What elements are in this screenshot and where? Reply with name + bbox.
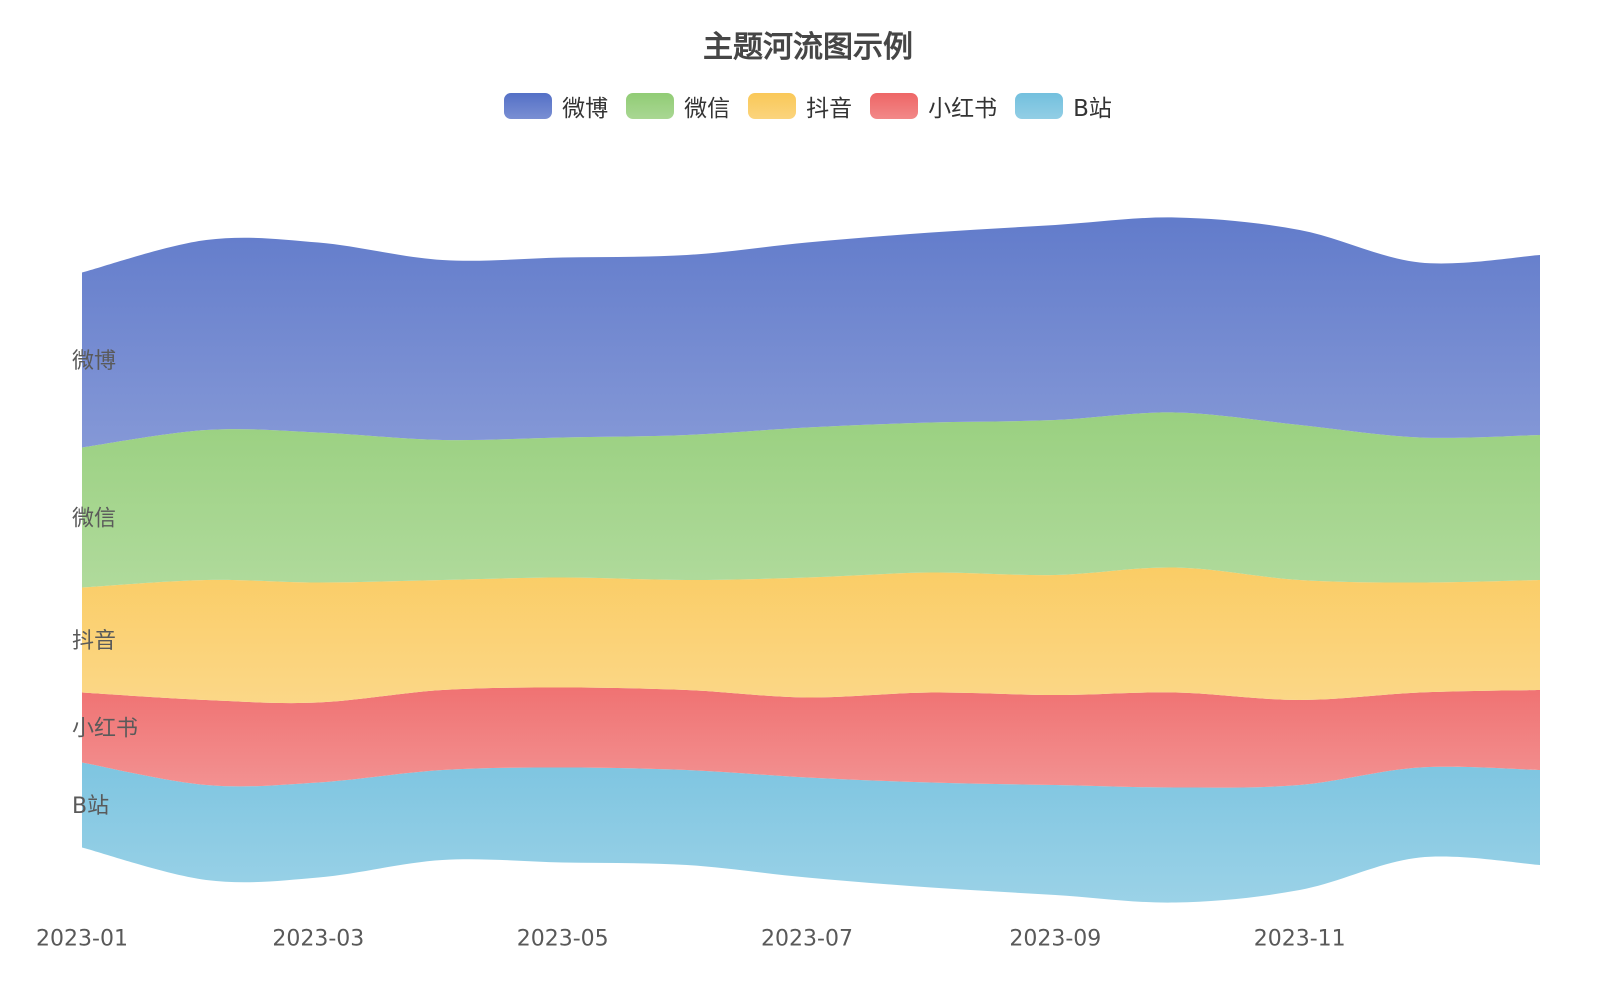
legend-swatch <box>504 93 553 119</box>
series-label: B站 <box>72 794 109 819</box>
legend-item[interactable]: 微信 <box>626 89 730 123</box>
legend-item[interactable]: 微博 <box>504 89 608 123</box>
stream-2[interactable] <box>82 687 1540 788</box>
legend-label: 小红书 <box>928 96 998 122</box>
chart-title: 主题河流图示例 <box>703 30 913 65</box>
legend-item[interactable]: 小红书 <box>870 89 997 123</box>
stream-3[interactable] <box>82 567 1540 704</box>
legend-swatch <box>870 93 919 119</box>
legend-label: 微博 <box>562 96 609 122</box>
x-tick-label: 2023-07 <box>761 927 853 952</box>
stream-5[interactable] <box>82 217 1540 448</box>
series-label: 抖音 <box>72 629 116 654</box>
x-tick-label: 2023-01 <box>36 927 128 952</box>
x-tick-label: 2023-09 <box>1009 927 1101 952</box>
legend-label: B站 <box>1073 96 1112 122</box>
legend-swatch <box>748 93 797 119</box>
legend: 微博 微信 抖音 小红书 B站 <box>0 89 1616 123</box>
legend-item[interactable]: B站 <box>1015 89 1112 123</box>
series-label: 微博 <box>72 349 116 374</box>
legend-swatch <box>1015 93 1064 119</box>
legend-label: 抖音 <box>806 96 853 122</box>
series-label: 小红书 <box>72 717 138 742</box>
legend-label: 微信 <box>684 96 731 122</box>
series-label: 微信 <box>72 507 116 532</box>
stream-1[interactable] <box>82 762 1540 903</box>
x-tick-label: 2023-11 <box>1254 927 1346 952</box>
legend-swatch <box>626 93 675 119</box>
x-tick-label: 2023-03 <box>272 927 364 952</box>
legend-item[interactable]: 抖音 <box>748 89 852 123</box>
x-tick-label: 2023-05 <box>517 927 609 952</box>
stream-4[interactable] <box>82 412 1540 588</box>
